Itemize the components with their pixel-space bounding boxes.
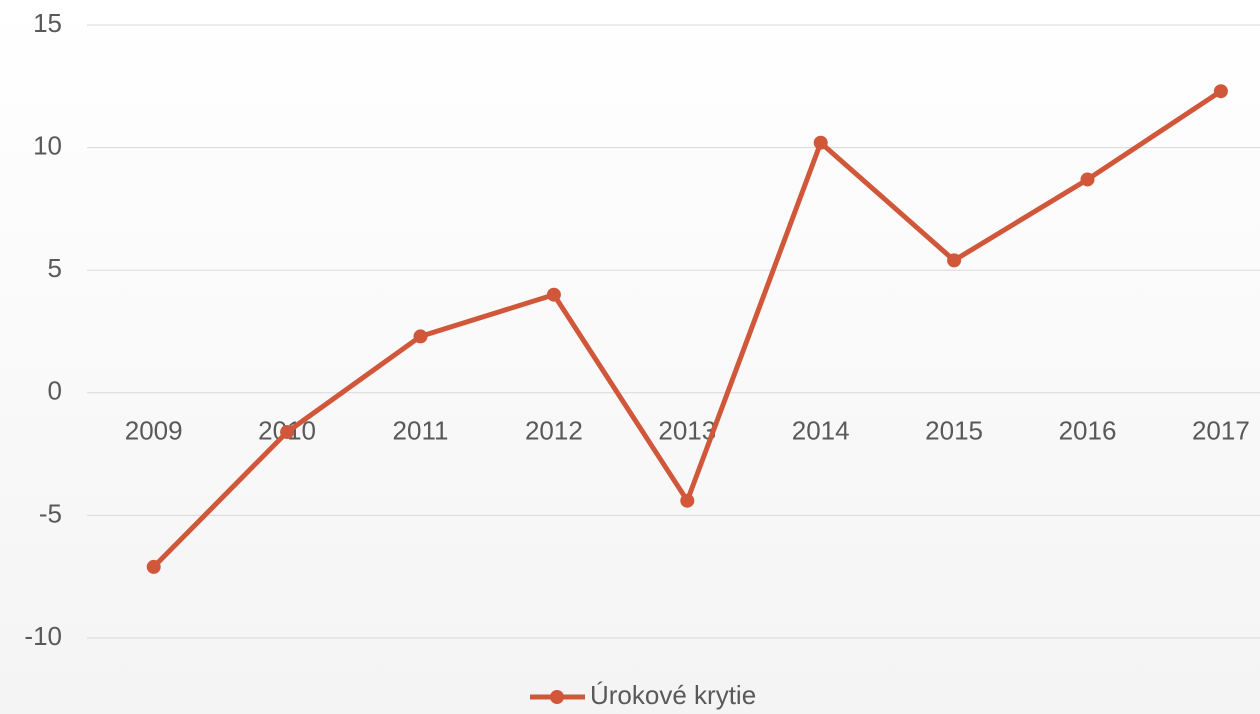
data-point: [947, 253, 962, 268]
legend-label: Úrokové krytie: [590, 680, 756, 710]
y-tick-label: 15: [33, 8, 62, 38]
legend-marker: [550, 690, 564, 704]
data-point: [813, 135, 828, 150]
y-tick-label: -10: [24, 621, 62, 651]
y-tick-label: 0: [48, 376, 62, 406]
data-point: [1080, 172, 1095, 187]
y-tick-label: 5: [48, 253, 62, 283]
data-point: [280, 425, 295, 440]
x-tick-label: 2013: [658, 416, 716, 446]
x-tick-label: 2009: [125, 416, 183, 446]
x-tick-label: 2016: [1059, 416, 1117, 446]
data-point: [146, 559, 161, 574]
x-tick-label: 2017: [1192, 416, 1250, 446]
data-point: [680, 493, 695, 508]
x-tick-label: 2011: [393, 416, 449, 446]
data-point: [1213, 84, 1228, 99]
data-point: [413, 329, 428, 344]
x-tick-label: 2012: [525, 416, 583, 446]
data-point: [546, 287, 561, 302]
y-tick-label: -5: [39, 498, 62, 528]
y-tick-label: 10: [33, 130, 62, 160]
x-tick-label: 2015: [925, 416, 983, 446]
x-tick-label: 2014: [792, 416, 850, 446]
